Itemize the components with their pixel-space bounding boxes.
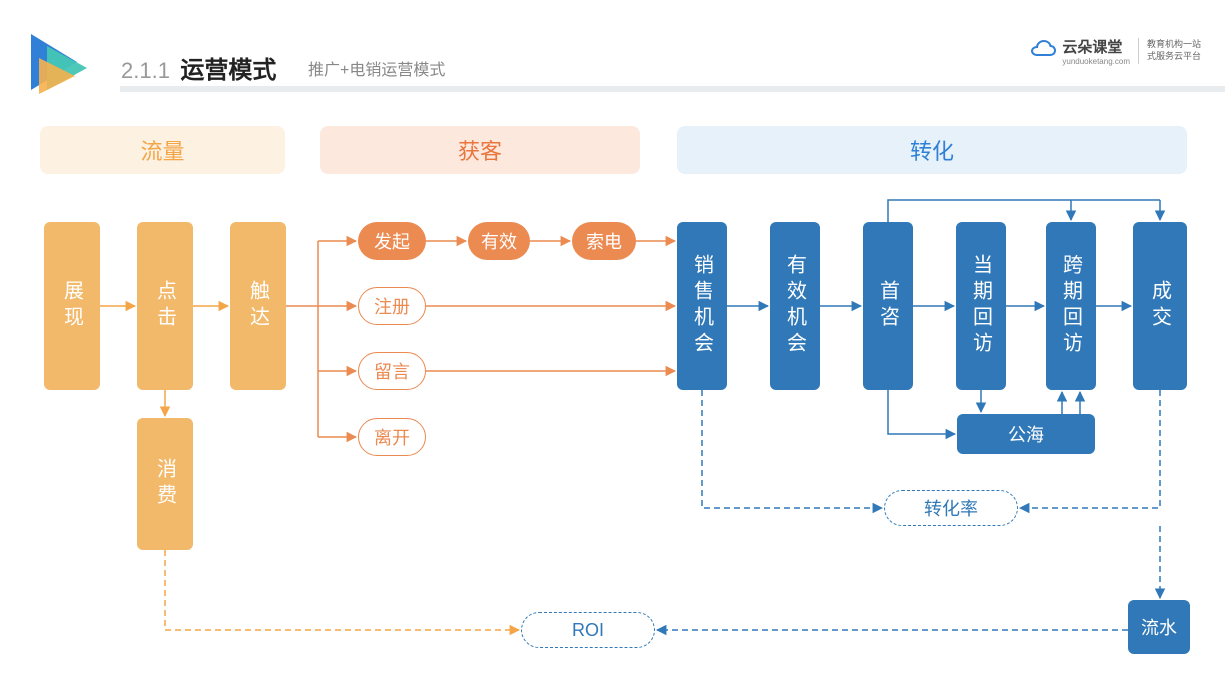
node-revenue: 流水 — [1128, 600, 1190, 654]
node-deal: 成交 — [1133, 222, 1187, 390]
node-spend: 消费 — [137, 418, 193, 550]
node-first-consult: 首咨 — [863, 222, 913, 390]
node-valid-opportunity: 有效机会 — [770, 222, 820, 390]
section-number: 2.1.1 运营模式 — [121, 50, 276, 85]
node-register: 注册 — [358, 287, 426, 325]
node-cross-period: 跨期回访 — [1046, 222, 1096, 390]
cloud-icon — [1030, 37, 1058, 65]
node-show: 展现 — [44, 222, 100, 390]
page-title: 运营模式 — [180, 57, 276, 84]
node-call: 索电 — [572, 222, 636, 260]
node-sales-opportunity: 销售机会 — [677, 222, 727, 390]
node-valid: 有效 — [468, 222, 530, 260]
play-icon — [25, 28, 99, 102]
node-start: 发起 — [358, 222, 426, 260]
header-divider — [120, 86, 1225, 92]
section-traffic: 流量 — [40, 126, 285, 174]
node-click: 点击 — [137, 222, 193, 390]
brand-logo: 云朵课堂 yunduoketang.com 教育机构一站 式服务云平台 — [1030, 36, 1201, 66]
metric-conversion-rate: 转化率 — [884, 490, 1018, 526]
node-same-period: 当期回访 — [956, 222, 1006, 390]
node-public-pool: 公海 — [957, 414, 1095, 454]
metric-roi: ROI — [521, 612, 655, 648]
section-acquire: 获客 — [320, 126, 640, 174]
section-convert: 转化 — [677, 126, 1187, 174]
node-leave: 离开 — [358, 418, 426, 456]
node-message: 留言 — [358, 352, 426, 390]
node-reach: 触达 — [230, 222, 286, 390]
page-subtitle: 推广+电销运营模式 — [308, 56, 445, 80]
